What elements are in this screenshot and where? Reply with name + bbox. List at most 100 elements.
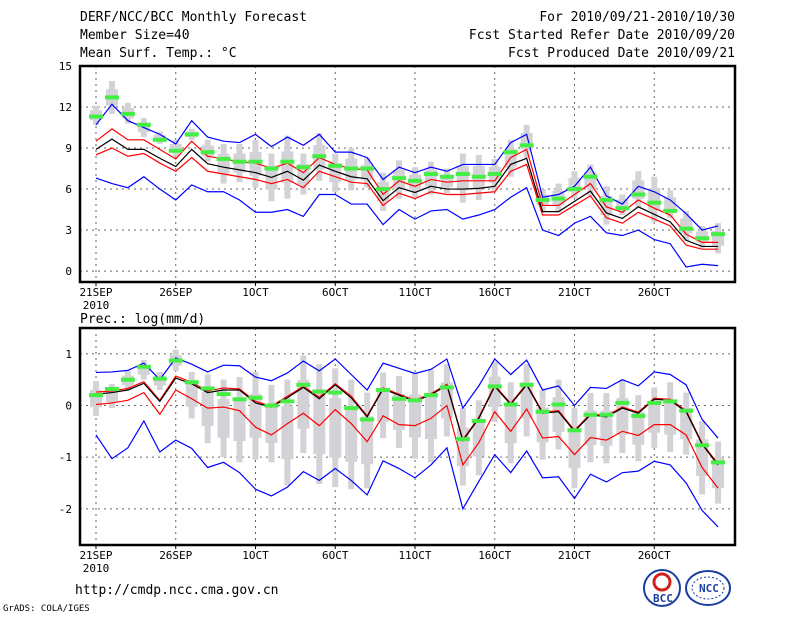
- website-url: http://cmdp.ncc.cma.gov.cn: [75, 583, 279, 598]
- observation-marker: [312, 389, 327, 394]
- observation-marker: [615, 206, 630, 211]
- x-tick-year: 2010: [83, 299, 110, 312]
- observation-marker: [599, 197, 614, 202]
- observation-marker: [296, 382, 311, 387]
- member-size: Member Size=40: [80, 28, 190, 43]
- quartile-box: [249, 151, 262, 176]
- ensemble-mean-line: [95, 138, 719, 248]
- quartile-box: [600, 410, 613, 446]
- observation-marker: [120, 377, 135, 382]
- x-tick-label: 21SEP: [79, 549, 112, 562]
- observation-marker: [232, 159, 247, 164]
- refer-date: Fcst Started Refer Date 2010/09/20: [468, 28, 735, 43]
- observation-marker: [455, 437, 470, 442]
- plot-frame: [78, 326, 737, 547]
- upper-envelope-line: [95, 357, 719, 439]
- upper-envelope-line: [95, 103, 719, 231]
- quartile-box: [648, 402, 661, 433]
- quartile-box: [616, 398, 629, 435]
- observation-marker: [679, 226, 694, 231]
- quartile-box: [281, 151, 294, 183]
- observation-marker: [567, 428, 582, 433]
- quartile-box: [680, 218, 693, 234]
- grads-credit: GrADS: COLA/IGES: [3, 604, 90, 614]
- quartile-box: [153, 134, 166, 141]
- quartile-box: [568, 428, 581, 469]
- observation-marker: [184, 380, 199, 385]
- x-tick-label: 11OCT: [398, 549, 431, 562]
- observation-marker: [695, 443, 710, 448]
- y-tick-label: -1: [59, 451, 72, 464]
- quartile-box: [249, 393, 262, 438]
- quartile-box: [233, 398, 246, 442]
- observation-marker: [423, 393, 438, 398]
- observation-marker: [136, 364, 151, 369]
- quartile-box: [137, 364, 150, 375]
- x-tick-label: 21OCT: [558, 549, 591, 562]
- observation-marker: [184, 132, 199, 137]
- plot-frame: [78, 64, 737, 284]
- quartile-box: [185, 383, 198, 407]
- y-tick-label: 15: [59, 60, 72, 73]
- quartile-box: [584, 410, 597, 446]
- observation-marker: [248, 159, 263, 164]
- quartile-box: [393, 394, 406, 430]
- observation-marker: [519, 382, 534, 387]
- quartile-box: [217, 399, 230, 438]
- observation-marker: [455, 172, 470, 176]
- observation-marker: [408, 178, 422, 183]
- observation-marker: [280, 159, 295, 164]
- observation-marker: [136, 122, 151, 127]
- x-tick-year: 2010: [83, 562, 110, 575]
- observation-marker: [535, 197, 550, 202]
- ensemble-mean-line: [95, 377, 719, 466]
- observation-marker: [439, 385, 454, 390]
- observation-marker: [104, 386, 119, 391]
- upper-spread-line: [95, 128, 719, 243]
- observation-marker: [200, 386, 215, 391]
- observation-marker: [631, 192, 646, 197]
- observation-marker: [360, 166, 375, 171]
- quartile-box: [440, 382, 453, 419]
- observation-marker: [296, 165, 311, 170]
- observation-marker: [583, 412, 598, 417]
- x-tick-label: 16OCT: [478, 549, 511, 562]
- observation-marker: [487, 172, 502, 176]
- quartile-box: [616, 199, 629, 210]
- x-tick-label: 26SEP: [159, 286, 192, 299]
- quartile-box: [169, 143, 182, 153]
- observation-marker: [216, 156, 231, 161]
- y-tick-label: 9: [65, 142, 72, 155]
- quartile-box: [664, 197, 677, 211]
- observation-marker: [551, 402, 566, 407]
- observation-marker: [264, 166, 279, 171]
- observation-marker: [216, 392, 231, 397]
- temp-panel-title: Mean Surf. Temp.: °C: [80, 46, 237, 61]
- produced-date: Fcst Produced Date 2010/09/21: [508, 46, 735, 61]
- forecast-period: For 2010/09/21-2010/10/30: [539, 10, 735, 25]
- observation-marker: [551, 196, 566, 201]
- quartile-box: [632, 411, 645, 445]
- observation-marker: [280, 399, 295, 404]
- lower-envelope-line: [95, 175, 719, 268]
- x-tick-label: 1OCT: [242, 549, 269, 562]
- observation-marker: [567, 187, 582, 192]
- observation-marker: [679, 408, 694, 413]
- observation-marker: [615, 400, 630, 405]
- quartile-box: [377, 388, 390, 422]
- x-tick-label: 21SEP: [79, 286, 112, 299]
- y-tick-label: 0: [65, 400, 72, 413]
- y-tick-label: 12: [59, 101, 72, 114]
- observation-marker: [152, 137, 167, 142]
- observation-marker: [248, 395, 263, 400]
- observation-marker: [152, 376, 167, 381]
- quartile-box: [153, 376, 166, 386]
- observation-marker: [264, 403, 279, 408]
- observation-marker: [583, 174, 598, 179]
- observation-marker: [423, 172, 438, 176]
- observation-marker: [711, 460, 726, 465]
- observation-marker: [376, 187, 391, 192]
- y-tick-label: 0: [65, 265, 72, 278]
- observation-marker: [663, 399, 678, 404]
- quartile-box: [520, 382, 533, 419]
